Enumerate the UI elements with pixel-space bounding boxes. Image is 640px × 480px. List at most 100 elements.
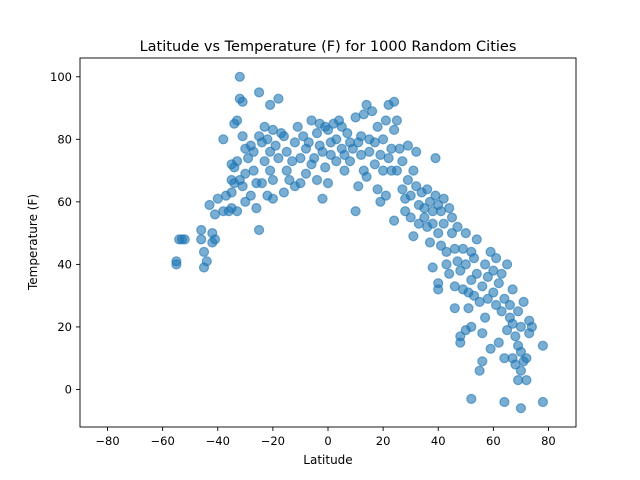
- data-point: [273, 93, 284, 104]
- data-point: [493, 278, 504, 289]
- data-point: [265, 165, 276, 176]
- data-point: [391, 165, 402, 176]
- data-point: [452, 256, 463, 267]
- data-point: [344, 156, 356, 167]
- data-point: [303, 137, 314, 148]
- data-point: [375, 196, 386, 207]
- data-point: [378, 165, 389, 176]
- data-point: [254, 87, 265, 98]
- data-point: [515, 346, 527, 357]
- data-point: [446, 212, 458, 223]
- data-point: [209, 234, 221, 245]
- x-tick-label: −60: [151, 434, 175, 448]
- data-point: [201, 256, 212, 267]
- data-point: [204, 199, 215, 211]
- data-point: [496, 306, 507, 317]
- data-point: [262, 134, 273, 145]
- data-point: [369, 137, 380, 148]
- y-tick-label: 100: [50, 70, 72, 84]
- data-point: [284, 174, 295, 186]
- data-point: [281, 146, 292, 157]
- data-point: [480, 312, 491, 323]
- data-point: [289, 137, 300, 148]
- x-tick-label: 20: [376, 434, 391, 448]
- data-point: [309, 153, 320, 164]
- data-point: [438, 218, 449, 229]
- data-point: [372, 121, 383, 132]
- x-tick-label: 60: [486, 434, 501, 448]
- data-point: [245, 190, 256, 201]
- data-point: [433, 228, 444, 239]
- data-point: [171, 256, 182, 267]
- x-tick-label: 40: [431, 434, 446, 448]
- data-point: [226, 187, 237, 198]
- data-point: [358, 109, 369, 120]
- data-point: [265, 146, 276, 157]
- data-point: [267, 193, 278, 204]
- data-point: [397, 184, 408, 195]
- data-point: [237, 131, 248, 142]
- data-point: [526, 321, 538, 332]
- data-point: [198, 246, 210, 257]
- data-point: [468, 290, 480, 301]
- x-axis-ticks: −80 −60 −40 −20 0 20 40 60 80: [95, 427, 556, 448]
- data-point: [512, 375, 524, 386]
- chart-title: Latitude vs Temperature (F) for 1000 Ran…: [140, 39, 517, 55]
- data-point: [460, 228, 471, 239]
- data-point: [251, 203, 262, 214]
- data-point: [311, 174, 323, 186]
- y-tick-label: 20: [57, 320, 72, 334]
- data-point: [196, 224, 207, 236]
- data-point: [322, 178, 334, 189]
- data-point: [521, 375, 532, 386]
- data-point: [364, 146, 375, 157]
- data-point: [256, 178, 267, 189]
- data-point: [342, 128, 353, 139]
- data-point: [209, 209, 221, 220]
- data-point: [380, 190, 391, 201]
- data-point: [320, 162, 331, 173]
- data-point: [471, 268, 482, 279]
- data-point: [361, 99, 372, 111]
- y-tick-label: 0: [65, 382, 72, 396]
- data-point: [336, 121, 347, 132]
- data-point: [515, 321, 527, 332]
- data-point: [383, 153, 394, 164]
- data-point: [350, 206, 361, 217]
- data-point: [537, 340, 549, 351]
- data-point: [463, 303, 474, 314]
- data-point: [441, 246, 452, 257]
- data-point: [499, 293, 510, 304]
- data-point: [369, 159, 380, 170]
- data-point: [502, 259, 513, 270]
- data-point: [452, 221, 463, 232]
- data-point: [339, 165, 350, 176]
- data-point: [444, 268, 455, 279]
- data-point: [232, 206, 243, 217]
- data-point: [232, 156, 243, 167]
- data-point: [372, 184, 383, 195]
- data-point: [248, 146, 259, 157]
- data-point: [353, 181, 364, 192]
- data-point: [411, 181, 422, 192]
- y-tick-label: 60: [57, 195, 72, 209]
- data-point: [196, 234, 207, 245]
- data-point: [408, 165, 419, 176]
- data-point: [179, 234, 190, 245]
- data-point: [292, 121, 303, 132]
- data-point: [427, 218, 438, 229]
- data-point: [477, 356, 488, 367]
- data-point: [438, 193, 449, 204]
- data-point: [460, 259, 471, 270]
- data-point: [394, 143, 405, 154]
- data-point: [491, 253, 502, 264]
- data-point: [248, 165, 259, 176]
- data-point: [267, 124, 278, 135]
- data-point: [273, 153, 284, 164]
- data-point: [232, 115, 243, 126]
- data-point: [512, 306, 524, 317]
- data-point: [493, 337, 504, 348]
- data-point: [466, 321, 477, 332]
